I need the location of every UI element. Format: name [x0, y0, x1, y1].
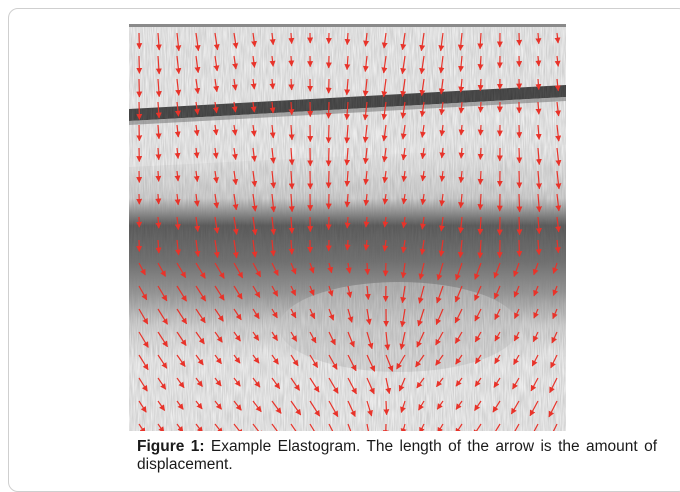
- displacement-arrow: [347, 33, 348, 45]
- displacement-arrow: [480, 148, 481, 159]
- displacement-arrow: [329, 102, 330, 118]
- displacement-arrow: [480, 171, 481, 184]
- displacement-arrow: [519, 194, 520, 212]
- displacement-arrow: [291, 33, 292, 44]
- displacement-arrow: [347, 217, 348, 228]
- displacement-arrow: [291, 102, 292, 115]
- displacement-arrow: [519, 217, 520, 235]
- displacement-arrow: [291, 56, 292, 66]
- displacement-arrow: [347, 240, 348, 250]
- displacement-arrow: [329, 148, 330, 166]
- displacement-arrow: [385, 263, 386, 276]
- displacement-arrow: [519, 240, 520, 256]
- displacement-arrow: [538, 33, 539, 44]
- displacement-arrow: [519, 148, 520, 163]
- displacement-arrow: [480, 125, 481, 135]
- displacement-arrow: [480, 56, 481, 70]
- displacement-arrow: [386, 401, 387, 415]
- elastogram-image: [129, 27, 566, 431]
- figure-caption: Figure 1: Example Elastogram. The length…: [137, 438, 657, 474]
- elastogram-svg: [129, 27, 566, 431]
- displacement-arrow: [367, 263, 368, 274]
- displacement-arrow: [291, 79, 292, 90]
- displacement-arrow: [158, 217, 159, 228]
- displacement-arrow: [480, 79, 481, 91]
- displacement-arrow: [538, 56, 539, 66]
- displacement-arrow: [158, 171, 159, 181]
- figure-label: Figure 1:: [137, 438, 205, 455]
- displacement-arrow: [519, 171, 520, 188]
- displacement-arrow: [158, 194, 159, 204]
- displacement-arrow: [480, 102, 481, 112]
- displacement-arrow: [538, 79, 539, 90]
- displacement-arrow: [158, 148, 159, 160]
- displacement-arrow: [329, 125, 330, 143]
- displacement-arrow: [329, 171, 330, 188]
- figure-caption-text: Example Elastogram. The length of the ar…: [137, 438, 657, 473]
